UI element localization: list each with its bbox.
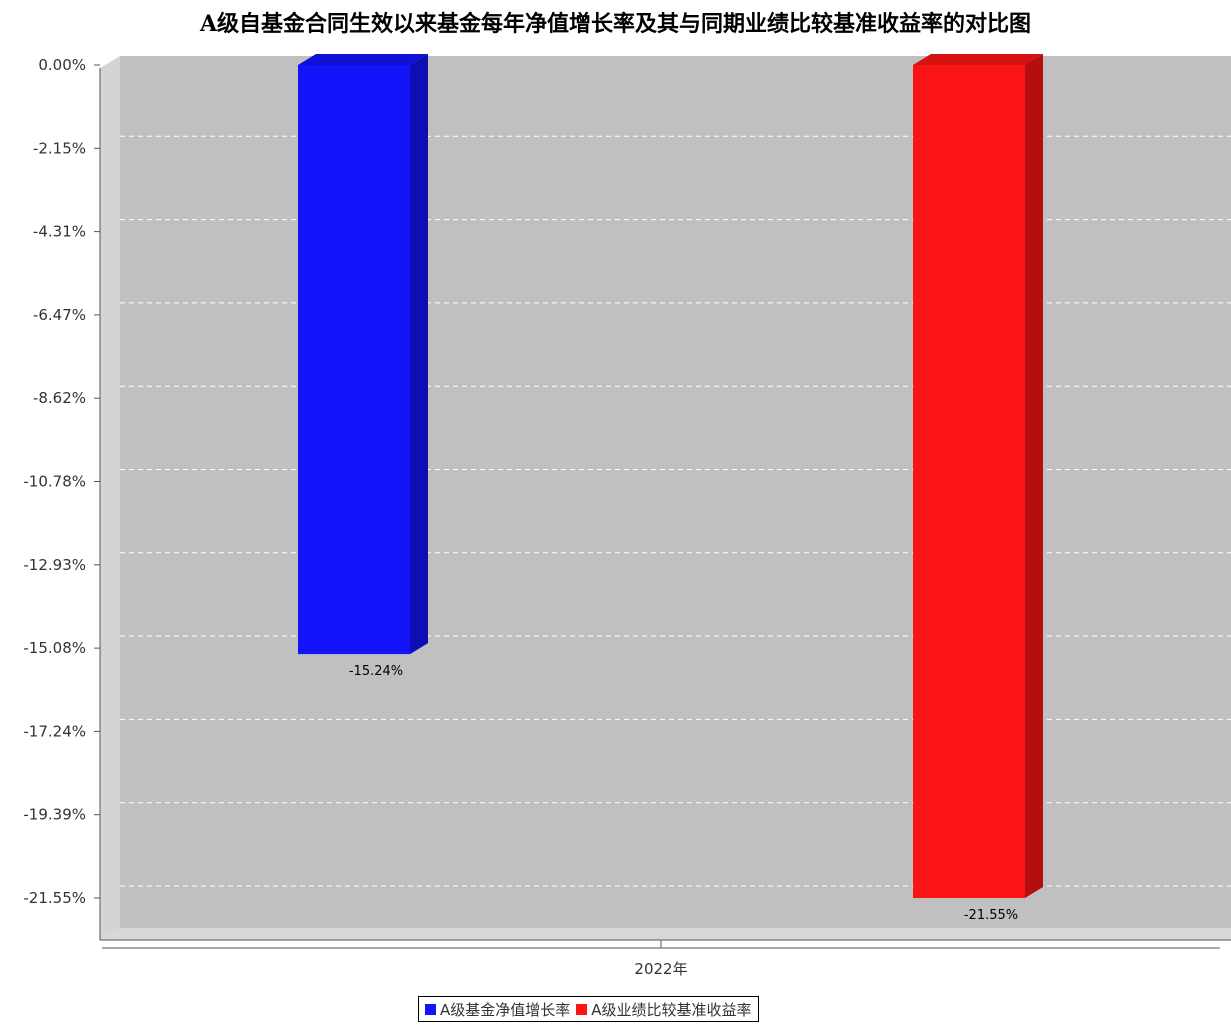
bar-side-fund	[410, 54, 428, 655]
legend-item-fund: A级基金净值增长率	[425, 999, 570, 1020]
bar-side-benchmark	[1025, 54, 1043, 898]
y-tick-label: -12.93%	[23, 556, 86, 574]
legend-label-fund: A级基金净值增长率	[440, 1000, 571, 1019]
legend-swatch-benchmark	[576, 1003, 588, 1015]
y-tick-label: -15.08%	[23, 639, 86, 657]
y-tick-label: -8.62%	[33, 389, 86, 407]
bar-benchmark	[913, 65, 1025, 898]
bar-fund	[298, 65, 410, 655]
bars: -15.24% -21.55%	[298, 54, 1043, 923]
data-label-benchmark: -21.55%	[964, 908, 1018, 923]
y-tick-label: -17.24%	[23, 722, 86, 740]
plot-left-wall	[100, 56, 120, 940]
y-tick-label: -10.78%	[23, 473, 86, 491]
y-tick-label: -19.39%	[23, 806, 86, 824]
plot-area	[120, 56, 1231, 928]
y-tick-label: -4.31%	[33, 223, 86, 241]
y-tick-label: -2.15%	[33, 139, 86, 157]
y-axis-ticks: 0.00% -2.15% -4.31% -6.47% -8.62% -10.78% -12.…	[23, 56, 100, 907]
legend-item-benchmark: A级业绩比较基准收益率	[576, 999, 752, 1020]
x-tick-label: 2022年	[634, 960, 687, 978]
y-tick-label: -21.55%	[23, 889, 86, 907]
legend-label-benchmark: A级业绩比较基准收益率	[591, 1000, 752, 1019]
y-tick-label: 0.00%	[38, 56, 86, 74]
bar-top-benchmark	[913, 54, 1043, 65]
bar-top-fund	[298, 54, 428, 65]
chart-title: A级自基金合同生效以来基金每年净值增长率及其与同期业绩比较基准收益率的对比图	[199, 11, 1032, 37]
plot-floor	[100, 928, 1231, 940]
legend: A级基金净值增长率 A级业绩比较基准收益率	[418, 996, 759, 1022]
y-tick-label: -6.47%	[33, 306, 86, 324]
data-label-fund: -15.24%	[349, 664, 403, 679]
legend-swatch-fund	[425, 1003, 436, 1015]
